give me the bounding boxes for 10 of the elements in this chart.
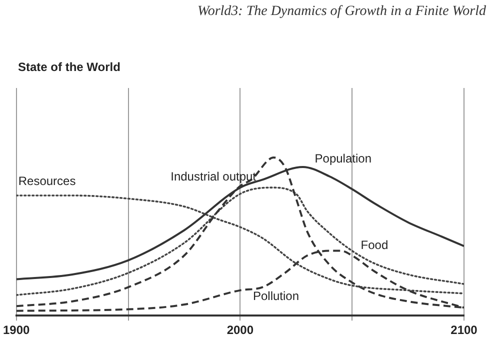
series-label: Population	[314, 151, 372, 166]
chart-title: State of the World	[18, 60, 120, 74]
x-tick-label: 1900	[2, 323, 30, 338]
series-label: Food	[360, 238, 388, 252]
series-label: Resources	[18, 174, 76, 188]
series-label: Industrial output	[170, 170, 257, 184]
x-tick-label: 2000	[226, 323, 254, 338]
text: World3: The Dynamics of Growth in a Finite World	[197, 4, 486, 20]
x-tick-label: 2100	[450, 323, 478, 338]
series-label: Pollution	[252, 289, 299, 304]
